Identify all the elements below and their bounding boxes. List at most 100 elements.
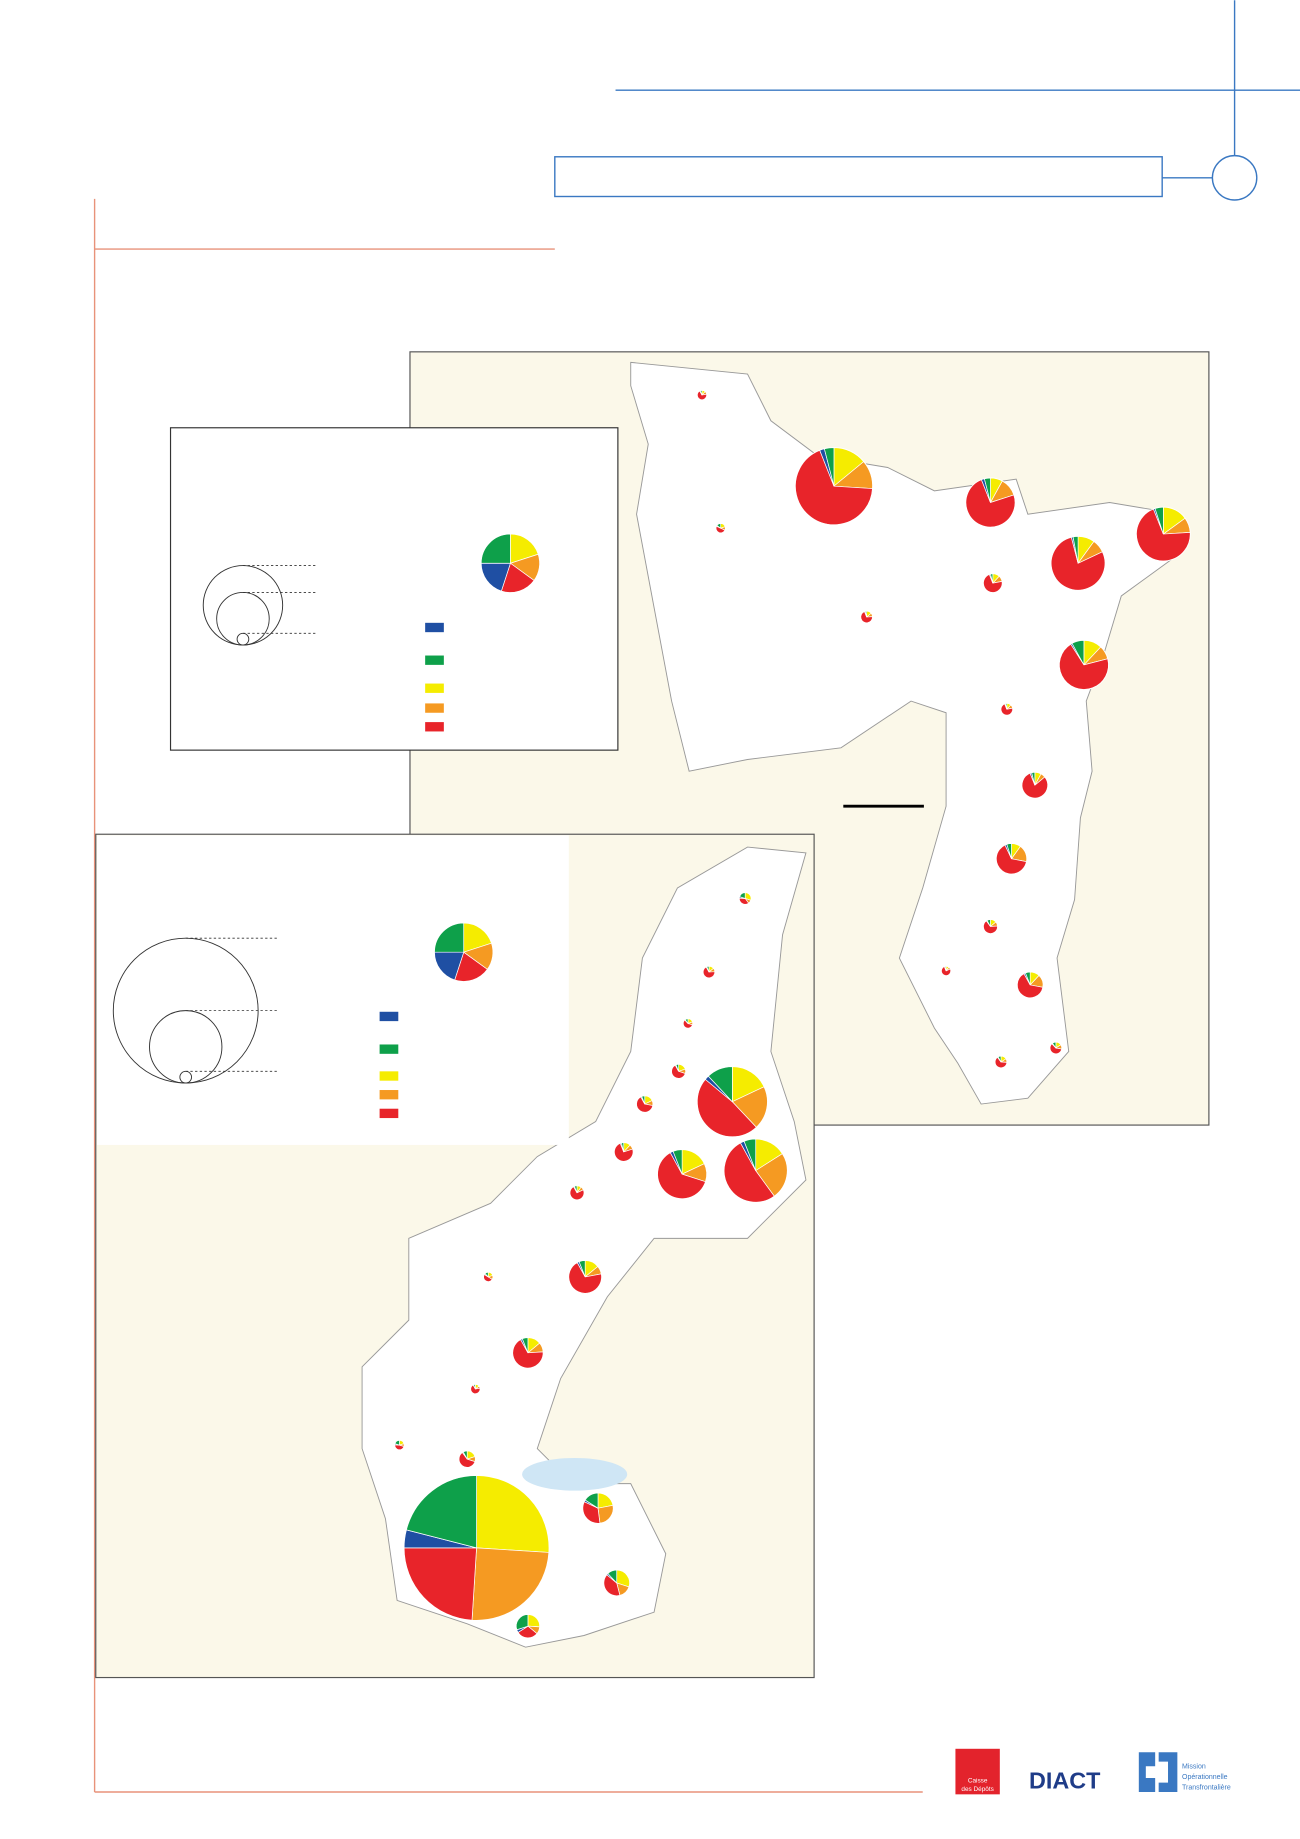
- pie-slice: [965, 479, 1016, 528]
- pie-slice: [864, 610, 868, 618]
- legend-swatch: [425, 703, 444, 713]
- logo-cdc: [955, 1748, 1000, 1795]
- pie-slice: [403, 1547, 477, 1621]
- pie-slice: [696, 1078, 757, 1138]
- legend-pie-slice: [500, 562, 535, 593]
- pie-slice: [484, 1271, 489, 1278]
- pie-slice: [731, 1066, 765, 1103]
- pie-slice: [731, 1086, 768, 1128]
- pie-slice: [983, 920, 998, 934]
- logo-mot: [1138, 1752, 1178, 1793]
- logo-text: Transfrontalière: [1182, 1785, 1231, 1792]
- pie-slice: [584, 1492, 599, 1509]
- legend-swatch: [379, 1011, 399, 1022]
- region: [630, 361, 1187, 1105]
- pie-slice: [512, 1339, 544, 1369]
- legend-pie-slice: [463, 922, 492, 953]
- pie-slice: [1031, 771, 1036, 786]
- pie-slice: [983, 477, 991, 503]
- pie-slice: [671, 1064, 686, 1079]
- logo-diact: DIACT: [1029, 1768, 1101, 1794]
- pie-slice: [696, 390, 707, 401]
- pie-slice: [1025, 971, 1031, 986]
- legend-swatch: [425, 655, 444, 665]
- legend-pie-slice: [434, 922, 465, 953]
- pie-slice: [568, 1262, 602, 1294]
- pie-slice: [521, 1337, 529, 1353]
- legend-pie-slice: [480, 562, 511, 592]
- pie-slice: [405, 1475, 477, 1549]
- pie-slice: [1021, 772, 1049, 799]
- pie-slice: [707, 1066, 733, 1103]
- pie-slice: [636, 1096, 654, 1113]
- pie-slice: [986, 919, 991, 927]
- pie-slice: [515, 1614, 529, 1631]
- pie-slice: [462, 1450, 468, 1460]
- pie-slice: [607, 1569, 618, 1584]
- legend-swatch: [425, 683, 444, 693]
- pie-slice: [743, 1138, 757, 1171]
- legend-pie-slice: [454, 951, 488, 982]
- legend-pie-slice: [510, 533, 539, 564]
- pie-slice: [573, 1185, 578, 1193]
- legend-swatch: [425, 722, 444, 732]
- legend-swatch: [379, 1108, 399, 1119]
- pie-slice: [941, 966, 952, 976]
- pie-slice: [1071, 639, 1085, 666]
- pie-slice: [1006, 843, 1012, 859]
- pie-slice: [990, 573, 994, 584]
- pie-slice: [997, 1055, 1002, 1063]
- logo-text: Caisse: [968, 1778, 988, 1785]
- pie-slice: [1049, 1043, 1063, 1055]
- pie-slice: [394, 1440, 400, 1446]
- pie-slice: [620, 1142, 625, 1153]
- pie-slice: [1059, 643, 1109, 690]
- pie-slice: [1051, 1041, 1057, 1050]
- pie-slice: [739, 892, 746, 899]
- deco-circle: [1211, 154, 1258, 201]
- pie-slice: [614, 1142, 634, 1162]
- region: [361, 846, 807, 1648]
- pie-slice: [471, 1547, 550, 1621]
- lake: [522, 1457, 628, 1491]
- pie-slice: [823, 447, 835, 487]
- pie-slice: [1017, 973, 1044, 999]
- logo-text: Opérationnelle: [1182, 1774, 1228, 1781]
- legend-pie-slice: [480, 533, 511, 564]
- logo-text: des Dépôts: [961, 1786, 993, 1793]
- pie-slice: [716, 523, 722, 529]
- pie-slice: [616, 1569, 630, 1588]
- pie-slice: [1004, 703, 1008, 710]
- pie-slice: [473, 1384, 476, 1390]
- pie-slice: [672, 1149, 683, 1175]
- pie-slice: [860, 611, 873, 624]
- legend-pie-slice: [434, 951, 465, 981]
- pie-slice: [1154, 506, 1164, 535]
- pie-slice: [944, 965, 947, 971]
- pie-slice: [1000, 703, 1013, 716]
- pie-slice: [641, 1095, 646, 1105]
- pie-slice: [675, 1063, 679, 1072]
- pie-slice: [755, 1153, 788, 1197]
- legend-swatch: [379, 1071, 399, 1081]
- pie-slice: [682, 1019, 693, 1029]
- pie-slice: [699, 390, 703, 396]
- pie-slice: [458, 1452, 476, 1468]
- pie-slice: [476, 1475, 550, 1553]
- pie-slice: [470, 1384, 481, 1395]
- pie-slice: [657, 1152, 706, 1199]
- pie-slice: [994, 1056, 1008, 1069]
- pie-slice: [996, 844, 1027, 875]
- pie-slice: [1050, 536, 1106, 591]
- legend-swatch: [379, 1090, 399, 1100]
- legend-box: [96, 835, 569, 1145]
- pie-slice: [1072, 536, 1079, 564]
- pie-slice: [723, 1142, 775, 1203]
- pie-slice: [684, 1018, 689, 1025]
- logo-text: Mission: [1182, 1764, 1206, 1771]
- legend-box: [169, 427, 619, 751]
- pie-slice: [702, 966, 716, 979]
- legend-swatch: [379, 1044, 399, 1054]
- pie-slice: [795, 449, 873, 526]
